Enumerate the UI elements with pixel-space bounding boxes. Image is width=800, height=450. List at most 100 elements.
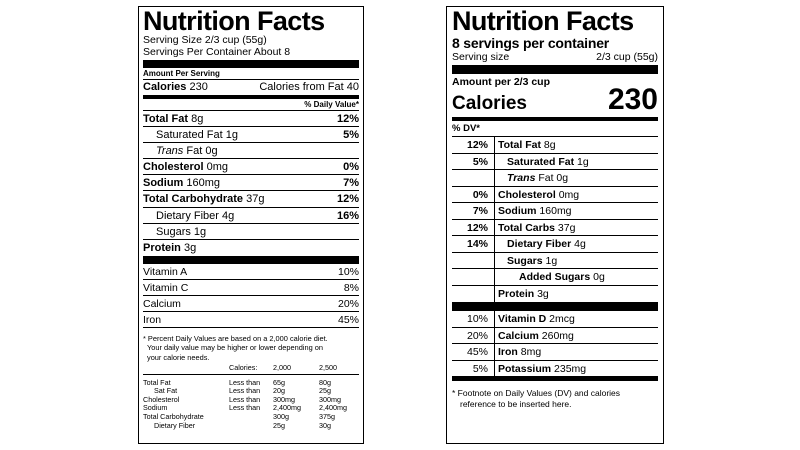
nutrient-amount: 0g <box>593 271 605 283</box>
reference-value-2500: 375g <box>319 412 335 422</box>
reference-nutrient: Sodium <box>143 403 168 413</box>
reference-nutrient: Cholesterol <box>143 394 180 404</box>
nutrient-amount: 1g <box>193 225 207 238</box>
footnote-line: Your daily value may be higher or lower … <box>147 343 323 353</box>
nutrient-dv: 7% <box>343 177 359 190</box>
vitamin-amount: 235mg <box>554 362 587 375</box>
nutrient-amount: 160mg <box>186 177 221 190</box>
new-vitamin-row: 45% Iron 8mg <box>452 344 658 361</box>
old-dv-header: % Daily Value* <box>143 99 359 111</box>
reference-qualifier: Less than <box>229 386 261 396</box>
nutrient-name: Sugars <box>507 254 543 267</box>
nutrient-amount: 0mg <box>558 188 580 201</box>
nutrient-dv <box>452 170 494 186</box>
reference-qualifier: Less than <box>229 394 261 404</box>
nutrient-name: Trans <box>507 172 536 184</box>
nutrient-name: Dietary Fiber <box>507 238 572 250</box>
reference-row: Total Carbohydrate 300g 375g <box>143 412 359 422</box>
nutrient-name: Total Carbohydrate <box>143 193 244 206</box>
reference-value-2000: 65g <box>273 377 285 387</box>
nutrient-dv <box>452 253 494 269</box>
footnote-line: * Footnote on Daily Values (DV) and calo… <box>452 388 621 398</box>
vitamin-dv: 10% <box>466 313 488 325</box>
new-nutrient-row: Sugars 1g <box>452 252 658 269</box>
reference-row: Total Fat Less than 65g 80g <box>143 374 359 387</box>
nutrient-dv: 14% <box>466 238 488 250</box>
reference-value-2500: 300mg <box>319 394 341 404</box>
new-label-title: Nutrition Facts <box>452 6 634 36</box>
old-nutrient-row: Dietary Fiber 4g 16% <box>143 208 359 224</box>
nutrient-dv <box>452 286 494 303</box>
vitamin-dv: 10% <box>337 265 359 278</box>
new-thick-divider <box>452 302 658 311</box>
old-nutrient-row: Protein 3g <box>143 240 359 256</box>
old-medium-divider <box>143 95 359 99</box>
nutrient-amount: 3g <box>537 287 549 300</box>
new-serving-size-label: Serving size <box>452 51 510 63</box>
new-medium-divider <box>452 377 658 381</box>
reference-qualifier <box>229 413 273 422</box>
new-nutrient-row: Protein 3g <box>452 285 658 303</box>
reference-value-2500: 30g <box>319 420 331 430</box>
new-servings-per-container: 8 servings per container <box>452 35 610 51</box>
vitamin-name: Vitamin C <box>143 281 189 294</box>
new-nutrition-label: Nutrition Facts 8 servings per container… <box>446 6 664 444</box>
new-medium-divider <box>452 117 658 121</box>
nutrient-name: Total Carbs <box>498 221 555 234</box>
new-nutrient-row: 7% Sodium 160mg <box>452 203 658 220</box>
vitamin-name: Iron <box>498 346 518 358</box>
new-vitamin-row: 5% Potassium 235mg <box>452 360 658 377</box>
vitamin-dv: 20% <box>466 329 488 342</box>
nutrient-amount: 160mg <box>539 205 572 217</box>
old-nutrient-row: Total Carbohydrate 37g 12% <box>143 191 359 208</box>
old-calories-row: Calories 230 Calories from Fat 40 <box>143 80 359 95</box>
reference-row: Cholesterol Less than 300mg 300mg <box>143 394 359 405</box>
nutrient-amount: 0mg <box>206 161 228 174</box>
nutrient-dv: 5% <box>472 155 488 168</box>
new-serving-size-row: Serving size 2/3 cup (55g) <box>452 51 658 64</box>
reference-value-2000: 300g <box>273 412 289 422</box>
nutrient-amount: 37g <box>557 221 576 234</box>
vitamin-dv: 20% <box>337 297 359 310</box>
reference-nutrient: Dietary Fiber <box>154 420 196 430</box>
nutrient-amount: 1g <box>577 155 589 168</box>
nutrient-name: Saturated Fat <box>507 155 575 168</box>
nutrient-dv: 0% <box>343 161 359 174</box>
new-nutrient-row: Added Sugars 0g <box>452 269 658 286</box>
reference-value-2000: 25g <box>273 420 285 430</box>
nutrient-amount: 4g <box>222 209 235 222</box>
new-serving-size-value: 2/3 cup (55g) <box>596 51 658 63</box>
old-nutrient-row: Sugars 1g <box>143 224 359 240</box>
reference-2000: 2,000 <box>273 363 319 375</box>
nutrient-dv: 7% <box>472 205 488 217</box>
old-amount-per-serving: Amount Per Serving <box>143 68 359 80</box>
new-footnote: * Footnote on Daily Values (DV) and calo… <box>452 381 658 410</box>
nutrient-dv: 12% <box>336 193 359 206</box>
vitamin-name: Potassium <box>498 362 552 375</box>
new-nutrient-row: Trans Fat 0g <box>452 170 658 187</box>
nutrient-name: Protein <box>143 241 181 254</box>
vitamin-name: Calcium <box>143 297 181 310</box>
reference-calories-label: Calories: <box>229 363 273 375</box>
old-vitamin-row: Vitamin A 10% <box>143 264 359 280</box>
new-calories-value: 230 <box>607 83 658 116</box>
reference-qualifier: Less than <box>229 377 261 387</box>
nutrient-amount: 1g <box>225 129 238 142</box>
nutrient-name: Sodium <box>143 177 184 190</box>
reference-value-2500: 25g <box>319 386 331 396</box>
new-amount-per-serving: Amount per 2/3 cup <box>452 76 551 88</box>
new-calories-row: Calories 230 <box>452 85 658 115</box>
footnote-line: * Percent Daily Values are based on a 2,… <box>143 333 328 343</box>
vitamin-amount: 2mcg <box>549 313 575 325</box>
old-vitamin-row: Iron 45% <box>143 312 359 328</box>
old-calories-from-fat: Calories from Fat 40 <box>259 81 359 93</box>
old-serving-size: Serving Size 2/3 cup (55g) <box>143 34 267 46</box>
old-vitamin-row: Vitamin C 8% <box>143 280 359 296</box>
old-vitamin-row: Calcium 20% <box>143 296 359 312</box>
reference-value-2500: 80g <box>319 377 331 387</box>
new-calories-label: Calories <box>452 93 527 114</box>
nutrient-name: Sodium <box>498 205 537 217</box>
reference-qualifier <box>229 422 273 431</box>
nutrient-amount: 8g <box>191 113 204 125</box>
nutrient-name: Cholesterol <box>143 161 204 174</box>
